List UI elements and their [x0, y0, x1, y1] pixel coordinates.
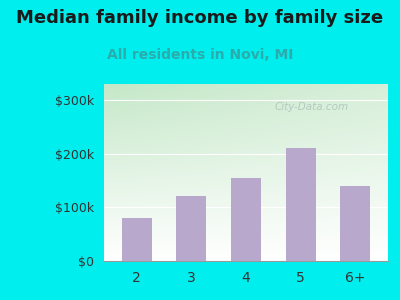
- Bar: [286, 148, 316, 261]
- Bar: [176, 196, 206, 261]
- Text: All residents in Novi, MI: All residents in Novi, MI: [107, 48, 293, 62]
- Bar: [122, 218, 152, 261]
- Bar: [231, 178, 261, 261]
- Text: City-Data.com: City-Data.com: [274, 102, 348, 112]
- Bar: [340, 186, 370, 261]
- Text: Median family income by family size: Median family income by family size: [16, 9, 384, 27]
